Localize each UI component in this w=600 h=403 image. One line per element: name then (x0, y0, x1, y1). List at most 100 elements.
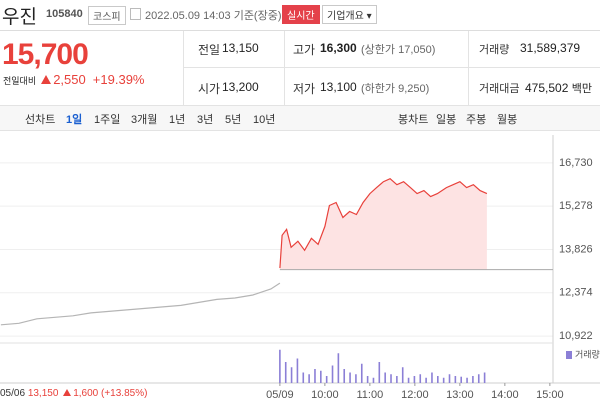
x-tick-label: 14:00 (491, 389, 519, 401)
period-tab[interactable]: 1주일 (94, 114, 121, 126)
volume-bar (284, 362, 287, 383)
volume-bar (320, 370, 322, 383)
x-tick-label: 11:00 (357, 389, 384, 401)
volume-bar (401, 367, 404, 383)
timestamp: 2022.05.09 14:03 기준(장중) (145, 10, 282, 22)
x-tick-label: 05/09 (266, 389, 294, 401)
period-tab[interactable]: 3년 (197, 114, 214, 126)
stat-note: (하한가 9,250) (361, 83, 430, 95)
stat-value: 13,200 (222, 80, 259, 94)
y-tick-label: 16,730 (559, 157, 593, 169)
realtime-button[interactable]: 실시간 (282, 5, 320, 24)
stock-code: 105840 (46, 8, 83, 20)
stat-label: 고가 (293, 43, 316, 57)
divider (183, 67, 600, 68)
period-tab[interactable]: 5년 (225, 114, 242, 126)
volume-bar (360, 363, 363, 383)
volume-bar (477, 374, 480, 383)
doc-icon (130, 8, 141, 20)
legend-swatch (566, 351, 572, 359)
volume-bar (483, 372, 486, 383)
period-tab[interactable]: 1년 (169, 114, 186, 126)
stat-label: 거래량 (479, 44, 510, 56)
x-tick-label: 15:00 (536, 389, 564, 401)
up-arrow (41, 75, 52, 84)
volume-bar (472, 376, 474, 383)
change: 2,550 (53, 72, 86, 87)
x-tick-label: 10:00 (311, 389, 339, 401)
volume-bar (355, 374, 357, 383)
volume-bar (296, 358, 299, 383)
volume-bar (390, 374, 392, 383)
legend-label: 거래량 (575, 348, 600, 359)
footer-change-pct: (+13.85%) (101, 388, 148, 399)
volume-bar (279, 349, 281, 383)
volume-bar (384, 372, 386, 383)
footer-date: 05/06 (0, 388, 26, 399)
company-button[interactable]: 기업개요 ▾ (322, 5, 377, 24)
change-label: 전일대비 (3, 76, 37, 86)
volume-bar (325, 376, 328, 383)
period-tab[interactable]: 1일 (66, 114, 83, 126)
period-tab[interactable]: 10년 (253, 114, 276, 126)
volume-bar (349, 372, 351, 383)
divider (183, 31, 184, 105)
market-badge: 코스피 (88, 6, 126, 25)
divider (0, 30, 600, 31)
y-tick-label: 15,278 (559, 200, 593, 212)
volume-bar (407, 377, 410, 383)
y-tick-label: 13,826 (559, 243, 593, 255)
volume-bar (466, 377, 468, 383)
stat-label: 거래대금 (479, 83, 520, 95)
volume-bar (442, 377, 445, 383)
volume-bar (460, 376, 463, 383)
stat-label: 전일 (198, 43, 221, 57)
volume-bar (372, 377, 375, 383)
stat-value: 475,502 백만 (525, 80, 592, 96)
volume-bar (302, 372, 305, 383)
volume-bar (454, 376, 457, 383)
volume-bar (431, 372, 433, 383)
volume-bar (378, 362, 381, 383)
candle-tab[interactable]: 월봉 (497, 114, 518, 126)
y-tick-label: 12,374 (559, 287, 593, 299)
divider (284, 31, 285, 105)
stat-note: (상한가 17,050) (361, 44, 436, 56)
stat-value: 16,300 (320, 41, 357, 55)
period-tab[interactable]: 3개월 (131, 114, 158, 126)
tab-group-label: 봉차트 (398, 114, 429, 126)
price-area (279, 178, 487, 270)
candle-tab[interactable]: 주봉 (466, 114, 487, 126)
stat-value: 13,150 (222, 41, 259, 55)
footer: 05/06 13,150 1,600 (+13.85%) (0, 388, 147, 399)
x-tick-label: 12:00 (401, 389, 429, 401)
volume-bar (448, 374, 451, 383)
stat-unit: 백만 (571, 83, 592, 95)
volume-bar (290, 367, 293, 383)
volume-bar (425, 377, 427, 383)
volume-bar (413, 376, 416, 383)
stat-label: 시가 (198, 82, 221, 96)
stock-name: 우진 (2, 7, 37, 28)
change-pct: +19.39% (92, 72, 145, 87)
price-line (279, 177, 488, 269)
change-row: 전일대비 2,550 +19.39% (3, 72, 144, 87)
stat-label: 저가 (293, 82, 316, 96)
footer-close: 13,150 (27, 388, 59, 399)
price-line (0, 282, 281, 326)
stat-value: 31,589,379 (520, 41, 581, 55)
candle-tab[interactable]: 일봉 (436, 114, 457, 126)
volume-bar (308, 374, 310, 383)
volume-bar (314, 369, 316, 383)
tab-group-label: 선차트 (25, 114, 56, 126)
volume-bar (396, 376, 398, 383)
stat-value: 13,100 (320, 80, 357, 94)
stat-number: 475,502 (525, 81, 569, 95)
up-arrow (63, 389, 72, 396)
volume-bar (437, 376, 439, 383)
divider (468, 31, 469, 105)
footer-change: 1,600 (73, 388, 99, 399)
x-tick-label: 13:00 (446, 389, 474, 401)
y-tick-label: 10,922 (559, 330, 593, 342)
